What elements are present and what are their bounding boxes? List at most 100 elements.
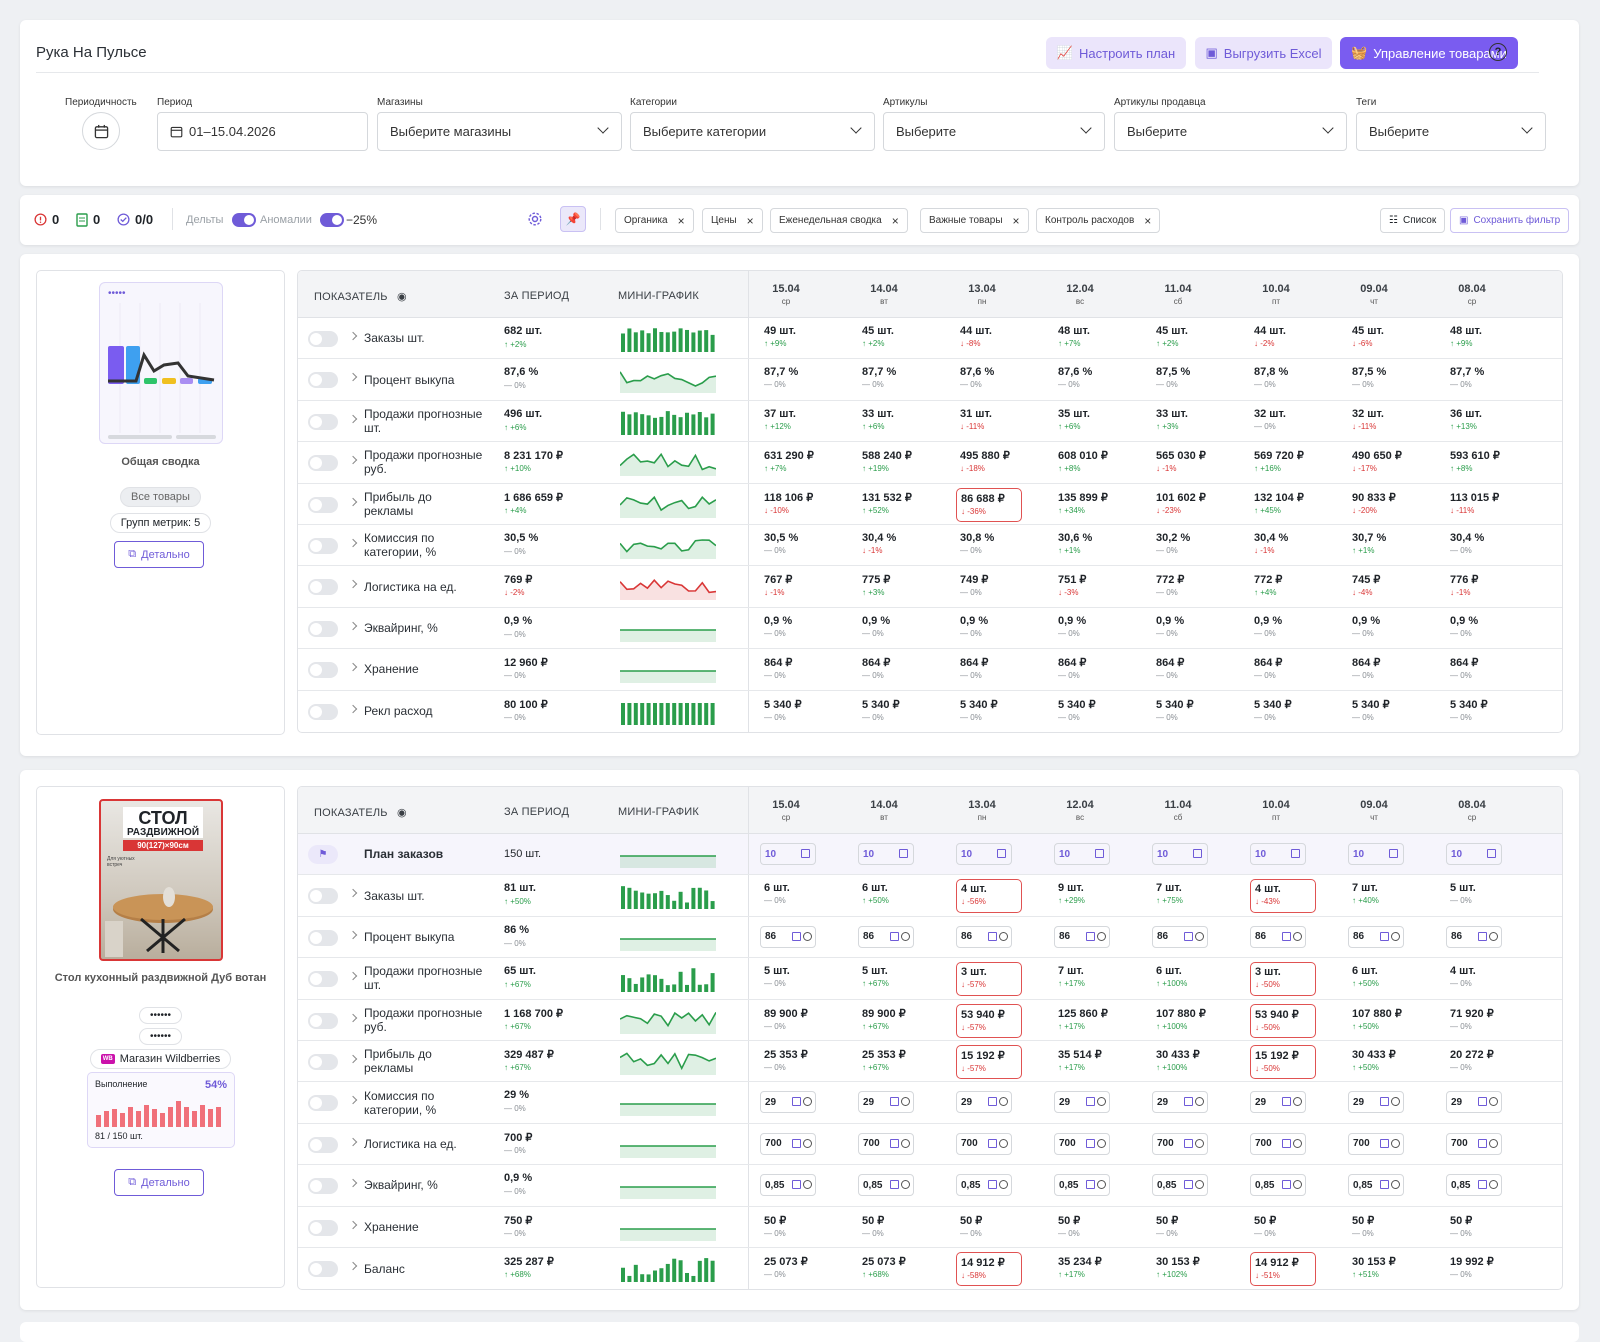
list-button[interactable]: ☷ Список bbox=[1380, 208, 1446, 233]
reset-icon[interactable] bbox=[803, 1180, 812, 1190]
editable-value-input[interactable]: 0,85 bbox=[1152, 1174, 1208, 1197]
editable-value-input[interactable]: 86 bbox=[1250, 925, 1306, 948]
help-icon[interactable]: ? bbox=[1489, 43, 1507, 61]
metric-toggle[interactable] bbox=[308, 971, 338, 988]
metric-toggle[interactable] bbox=[308, 455, 338, 472]
filter-chip[interactable]: Важные товары × bbox=[920, 208, 1029, 233]
save-icon[interactable] bbox=[1282, 1097, 1291, 1107]
close-icon[interactable]: × bbox=[891, 213, 899, 228]
metric-toggle[interactable] bbox=[308, 579, 338, 596]
reset-icon[interactable] bbox=[1391, 1097, 1400, 1107]
save-icon[interactable] bbox=[1184, 1180, 1193, 1190]
reset-icon[interactable] bbox=[1195, 1138, 1204, 1148]
editable-value-input[interactable]: 29 bbox=[1348, 1091, 1404, 1114]
editable-value-input[interactable]: 86 bbox=[858, 925, 914, 948]
save-icon[interactable] bbox=[1389, 849, 1398, 858]
chevron-right-icon[interactable] bbox=[348, 1220, 358, 1229]
save-icon[interactable] bbox=[1282, 931, 1291, 941]
save-icon[interactable] bbox=[1184, 1097, 1193, 1107]
metric-toggle[interactable] bbox=[308, 1219, 338, 1236]
save-icon[interactable] bbox=[1478, 931, 1487, 941]
save-icon[interactable] bbox=[1086, 931, 1095, 941]
flag-icon[interactable]: ⚑ bbox=[308, 845, 338, 864]
filter-chip[interactable]: Еженедельная сводка × bbox=[770, 208, 908, 233]
filter-chip[interactable]: Органика × bbox=[615, 208, 694, 233]
save-icon[interactable] bbox=[988, 1138, 997, 1148]
save-filter-button[interactable]: ▣ Сохранить фильтр bbox=[1450, 208, 1570, 233]
editable-value-input[interactable]: 86 bbox=[1348, 925, 1404, 948]
manage-goods-button[interactable]: 🧺 Управление товарами bbox=[1340, 37, 1518, 69]
settings-gear-icon[interactable] bbox=[527, 211, 543, 232]
plan-value-input[interactable]: 10 bbox=[1152, 843, 1208, 865]
docs-counter[interactable]: 0 bbox=[76, 212, 100, 227]
editable-value-input[interactable]: 29 bbox=[1054, 1091, 1110, 1114]
reset-icon[interactable] bbox=[1489, 1097, 1498, 1107]
editable-value-input[interactable]: 29 bbox=[1446, 1091, 1502, 1114]
chevron-right-icon[interactable] bbox=[348, 1137, 358, 1146]
reset-icon[interactable] bbox=[999, 1180, 1008, 1190]
save-icon[interactable] bbox=[1380, 1097, 1389, 1107]
save-icon[interactable] bbox=[1478, 1180, 1487, 1190]
errors-counter[interactable]: 0 bbox=[34, 212, 59, 227]
reset-icon[interactable] bbox=[1293, 1097, 1302, 1107]
save-icon[interactable] bbox=[890, 931, 899, 941]
stores-select[interactable]: Выберите магазины bbox=[377, 112, 622, 151]
metric-toggle[interactable] bbox=[308, 413, 338, 430]
metric-toggle[interactable] bbox=[308, 331, 338, 347]
eye-icon[interactable]: ◉ bbox=[396, 291, 407, 303]
editable-value-input[interactable]: 0,85 bbox=[1446, 1174, 1502, 1197]
save-icon[interactable] bbox=[1380, 1138, 1389, 1148]
editable-value-input[interactable]: 29 bbox=[858, 1091, 914, 1114]
plan-value-input[interactable]: 10 bbox=[1446, 843, 1502, 865]
metric-toggle[interactable] bbox=[308, 1053, 338, 1070]
save-icon[interactable] bbox=[1380, 1180, 1389, 1190]
articles-select[interactable]: Выберите bbox=[883, 112, 1105, 151]
reset-icon[interactable] bbox=[1195, 1097, 1204, 1107]
product-image[interactable]: СТОЛ РАЗДВИЖНОЙ 90(127)×90см Для уютных … bbox=[99, 799, 223, 961]
plan-value-input[interactable]: 10 bbox=[1348, 843, 1404, 865]
reset-icon[interactable] bbox=[1293, 1138, 1302, 1148]
chevron-right-icon[interactable] bbox=[348, 930, 358, 940]
metric-toggle[interactable] bbox=[308, 537, 338, 554]
save-icon[interactable] bbox=[801, 849, 810, 858]
save-icon[interactable] bbox=[1380, 931, 1389, 941]
reset-icon[interactable] bbox=[1489, 1138, 1498, 1148]
close-icon[interactable]: × bbox=[746, 213, 754, 228]
reset-icon[interactable] bbox=[803, 931, 812, 941]
filter-chip[interactable]: Контроль расходов × bbox=[1036, 208, 1161, 233]
eye-icon[interactable]: ◉ bbox=[396, 807, 407, 819]
save-icon[interactable] bbox=[792, 1138, 801, 1148]
chevron-right-icon[interactable] bbox=[348, 704, 358, 713]
reset-icon[interactable] bbox=[803, 1097, 812, 1107]
chevron-right-icon[interactable] bbox=[348, 580, 358, 589]
reset-icon[interactable] bbox=[1391, 1180, 1400, 1190]
save-icon[interactable] bbox=[1193, 849, 1202, 858]
save-icon[interactable] bbox=[1478, 1138, 1487, 1148]
editable-value-input[interactable]: 0,85 bbox=[1054, 1174, 1110, 1197]
chevron-right-icon[interactable] bbox=[348, 889, 358, 898]
metric-toggle[interactable] bbox=[308, 620, 338, 637]
close-icon[interactable]: × bbox=[677, 213, 685, 228]
plan-value-input[interactable]: 10 bbox=[760, 843, 816, 865]
reset-icon[interactable] bbox=[1489, 931, 1498, 941]
reset-icon[interactable] bbox=[1489, 1180, 1498, 1190]
save-icon[interactable] bbox=[1086, 1097, 1095, 1107]
chevron-right-icon[interactable] bbox=[348, 662, 358, 672]
tags-select[interactable]: Выберите bbox=[1356, 112, 1546, 151]
chevron-right-icon[interactable] bbox=[348, 1054, 358, 1064]
reset-icon[interactable] bbox=[1391, 1138, 1400, 1148]
chevron-right-icon[interactable] bbox=[348, 414, 358, 424]
reset-icon[interactable] bbox=[901, 1180, 910, 1190]
editable-value-input[interactable]: 29 bbox=[1152, 1091, 1208, 1114]
editable-value-input[interactable]: 0,85 bbox=[1348, 1174, 1404, 1197]
editable-value-input[interactable]: 0,85 bbox=[956, 1174, 1012, 1197]
reset-icon[interactable] bbox=[1195, 931, 1204, 941]
reset-icon[interactable] bbox=[1195, 1180, 1204, 1190]
metric-toggle[interactable] bbox=[308, 662, 338, 679]
save-icon[interactable] bbox=[1478, 1097, 1487, 1107]
categories-select[interactable]: Выберите категории bbox=[630, 112, 875, 151]
chevron-right-icon[interactable] bbox=[348, 1096, 358, 1105]
editable-value-input[interactable]: 700 bbox=[1348, 1132, 1404, 1155]
threshold-value[interactable]: −25% bbox=[346, 213, 378, 227]
reset-icon[interactable] bbox=[1391, 931, 1400, 941]
